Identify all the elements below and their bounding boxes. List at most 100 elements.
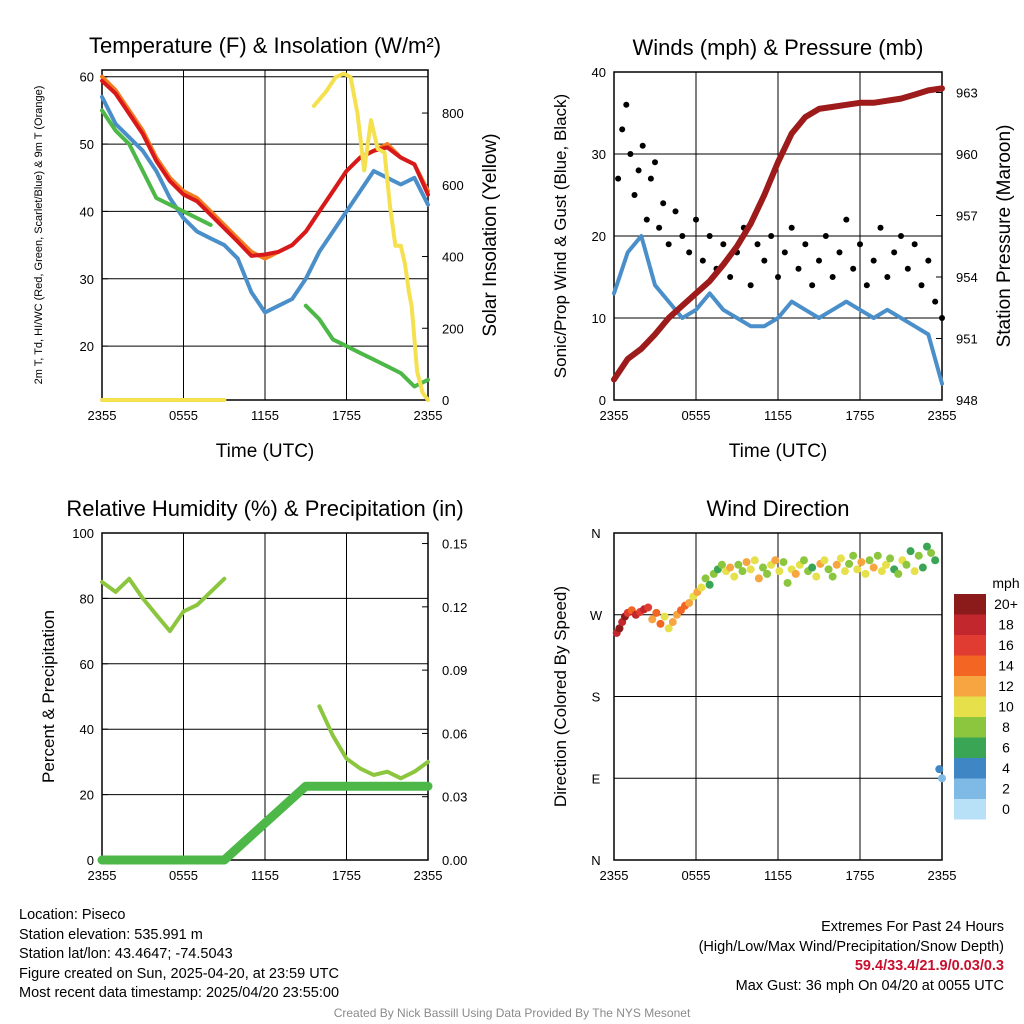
x-tick-label: 0555 — [682, 408, 711, 423]
data-point — [643, 216, 650, 223]
y-tick-label: 40 — [80, 722, 94, 737]
y2-axis-label: Solar Insolation (Yellow) — [480, 133, 501, 336]
direction-point — [717, 560, 726, 569]
legend-label: 18 — [998, 617, 1014, 633]
plot-area — [612, 542, 946, 783]
plot-area — [97, 576, 433, 865]
legend-label: 6 — [1002, 740, 1010, 756]
data-point — [911, 241, 918, 248]
series-line — [100, 576, 430, 781]
station-location: Location: Piseco — [19, 907, 126, 923]
direction-point — [894, 569, 903, 578]
data-point — [781, 249, 788, 256]
y2-axis-label: Station Pressure (Maroon) — [994, 125, 1015, 348]
y-tick-label: 60 — [80, 657, 94, 672]
plot-frame — [101, 69, 429, 401]
data-point — [699, 257, 706, 264]
legend-label: 8 — [1002, 719, 1010, 735]
legend-label: 16 — [998, 637, 1014, 653]
figure-created: Figure created on Sun, 2025-04-20, at 23… — [19, 965, 339, 982]
y-tick-label: 60 — [80, 70, 94, 85]
x-tick-label: 2355 — [928, 408, 957, 423]
x-tick-label: 2355 — [600, 868, 629, 883]
legend-label: 14 — [998, 658, 1014, 674]
direction-point — [910, 567, 919, 576]
x-tick-label: 0555 — [169, 408, 198, 423]
direction-point — [648, 615, 657, 624]
direction-point — [742, 558, 751, 567]
direction-point — [869, 563, 878, 572]
data-point — [652, 159, 658, 166]
direction-point — [758, 563, 767, 572]
x-tick-label: 0555 — [682, 868, 711, 883]
y-tick-label: N — [591, 853, 600, 868]
legend-label: 2 — [1002, 781, 1010, 797]
y2-tick-label: 400 — [442, 250, 464, 265]
y2-tick-label: 800 — [442, 106, 464, 121]
x-tick-label: 1755 — [846, 408, 875, 423]
y2-tick-label: 600 — [442, 178, 464, 193]
direction-point — [615, 624, 624, 633]
x-tick-label: 1155 — [251, 868, 279, 883]
direction-point — [840, 567, 849, 576]
direction-point — [763, 569, 772, 578]
data-point — [775, 274, 781, 280]
direction-point — [886, 554, 895, 563]
x-tick-label: 2355 — [414, 408, 443, 423]
y-axis-label: Sonic/Prop Wind & Gust (Blue, Black) — [551, 94, 570, 378]
y-tick-label: 40 — [80, 204, 94, 219]
data-point — [843, 216, 850, 223]
y2-tick-label: 0.06 — [442, 726, 467, 741]
y-tick-label: S — [592, 690, 601, 705]
panel-title: Relative Humidity (%) & Precipitation (i… — [66, 496, 463, 521]
data-point — [904, 265, 911, 272]
direction-point — [853, 565, 862, 574]
direction-point — [730, 572, 739, 581]
legend-label: 20+ — [994, 596, 1018, 612]
station-latlon: Station lat/lon: 43.4647; -74.5043 — [19, 946, 233, 962]
direction-point — [877, 567, 886, 576]
data-point — [635, 167, 642, 174]
y-tick-label: 80 — [80, 591, 94, 606]
legend-label: 10 — [998, 699, 1014, 715]
direction-point — [668, 618, 677, 627]
y2-tick-label: 0.03 — [442, 790, 467, 805]
direction-point — [824, 565, 833, 574]
y-tick-label: 10 — [592, 311, 606, 326]
direction-point — [705, 580, 714, 589]
y2-tick-label: 0.09 — [442, 663, 467, 678]
direction-point — [754, 574, 763, 583]
x-tick-label: 1155 — [764, 408, 792, 423]
legend-swatch — [954, 696, 986, 717]
direction-point — [836, 554, 845, 563]
data-point — [727, 274, 734, 280]
data-point — [720, 241, 727, 248]
data-point — [615, 175, 622, 182]
data-point — [877, 224, 884, 231]
data-point — [850, 265, 857, 272]
data-point — [925, 257, 932, 264]
y2-tick-label: 963 — [956, 86, 978, 101]
y-tick-label: 0 — [599, 393, 606, 408]
direction-point — [922, 542, 931, 551]
data-point — [639, 142, 646, 149]
y-tick-label: 20 — [80, 788, 94, 803]
direction-point — [857, 558, 866, 567]
direction-point — [914, 551, 923, 560]
series-line — [100, 71, 430, 402]
data-point — [788, 224, 795, 231]
direction-point — [775, 567, 784, 576]
data-point — [686, 249, 693, 256]
direction-point — [726, 563, 735, 572]
y-tick-label: 100 — [72, 526, 94, 541]
direction-point — [652, 608, 661, 617]
direction-point — [918, 563, 927, 572]
series-line — [612, 234, 944, 386]
x-tick-label: 2355 — [88, 408, 117, 423]
x-tick-label: 2355 — [928, 868, 957, 883]
y2-tick-label: 960 — [956, 147, 978, 162]
direction-point — [812, 572, 821, 581]
data-point — [884, 274, 891, 280]
direction-point — [791, 569, 800, 578]
data-point — [857, 241, 863, 248]
